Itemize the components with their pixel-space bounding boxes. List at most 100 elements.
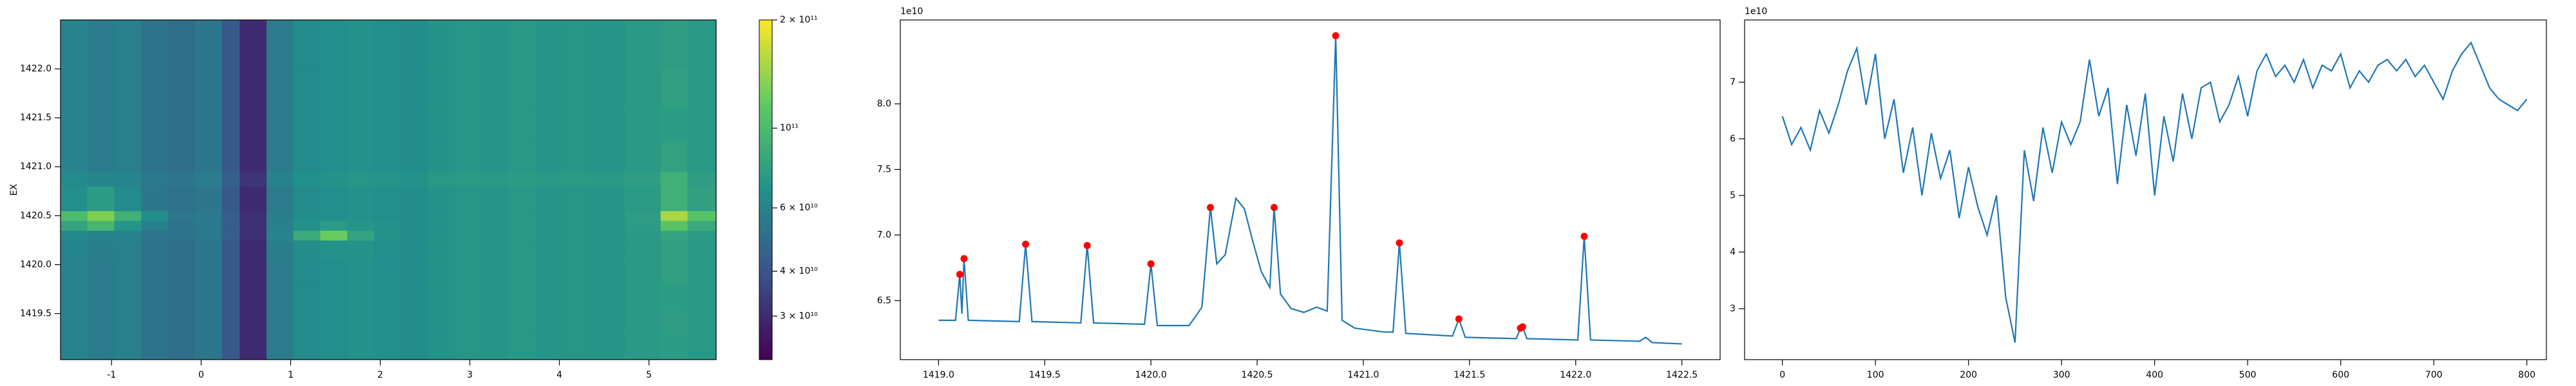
- heatmap-cell: [508, 107, 536, 143]
- heatmap-cell: [266, 284, 294, 309]
- heatmap-cell: [222, 308, 240, 334]
- colorbar-tick-label: 3 × 10¹⁰: [780, 311, 818, 321]
- heatmap-cell: [167, 142, 196, 172]
- heatmap-cell: [562, 210, 590, 221]
- heatmap-cell: [194, 69, 222, 109]
- heatmap-cell: [454, 171, 482, 187]
- x-tick-label: 300: [2053, 370, 2070, 380]
- heatmap-cell: [660, 259, 688, 285]
- heatmap-cell: [266, 171, 294, 187]
- heatmap-cell: [240, 220, 267, 231]
- heatmap-cell: [481, 20, 509, 69]
- heatmap-cell: [625, 107, 661, 143]
- heatmap-cell: [266, 142, 294, 172]
- heatmap-cell: [87, 107, 115, 143]
- heatmap-cell: [114, 259, 142, 285]
- heatmap-cell: [320, 69, 348, 109]
- y-tick-label: 4: [1730, 247, 1736, 257]
- heatmap-cell: [61, 107, 88, 143]
- heatmap-cell: [167, 220, 196, 231]
- heatmap-cell: [687, 142, 717, 172]
- heatmap-cell: [535, 259, 563, 285]
- heatmap-cell: [114, 142, 142, 172]
- heatmap-cell: [687, 20, 717, 69]
- heatmap-cell: [687, 240, 717, 261]
- heatmap-cell: [61, 69, 88, 109]
- heatmap-cell: [141, 186, 169, 212]
- heatmap-cell: [320, 284, 348, 309]
- heatmap-cell: [508, 259, 536, 285]
- peak-marker: [1083, 242, 1091, 250]
- heatmap-cell: [454, 107, 482, 143]
- heatmap-cell: [374, 230, 401, 241]
- heatmap-cell: [347, 240, 375, 261]
- heatmap-cell: [141, 220, 169, 231]
- x-tick-label: 400: [2146, 370, 2163, 380]
- heatmap-cell: [428, 69, 455, 109]
- heatmap-cell: [114, 308, 142, 334]
- x-tick-label: 0: [1779, 370, 1785, 380]
- heatmap-cell: [114, 171, 142, 187]
- heatmap-cell: [374, 186, 401, 212]
- heatmap-cell: [535, 107, 563, 143]
- heatmap-cell: [481, 186, 509, 212]
- heatmap-cell: [240, 240, 267, 261]
- heatmap-cell: [562, 308, 590, 334]
- colorbar-tick-label: 10¹¹: [780, 123, 799, 133]
- data-line: [1781, 41, 2528, 343]
- heatmap-cell: [454, 240, 482, 261]
- heatmap-cell: [266, 230, 294, 241]
- heatmap-cell: [167, 240, 196, 261]
- heatmap-cell: [562, 69, 590, 109]
- heatmap-cell: [481, 171, 509, 187]
- heatmap-cell: [114, 230, 142, 241]
- heatmap-cell: [167, 69, 196, 109]
- heatmap-cell: [374, 259, 401, 285]
- heatmap-cell: [266, 220, 294, 231]
- heatmap-cell: [454, 230, 482, 241]
- heatmap-cell: [347, 107, 375, 143]
- heatmap-cell: [114, 333, 142, 360]
- heatmap-cell: [374, 142, 401, 172]
- heatmap-cell: [535, 333, 563, 360]
- heatmap-cell: [481, 230, 509, 241]
- heatmap-cell: [194, 142, 222, 172]
- heatmap-cell: [589, 210, 625, 221]
- heatmap-cell: [222, 220, 240, 231]
- x-tick-label: 200: [1960, 370, 1977, 380]
- heatmap-cell: [222, 230, 240, 241]
- heatmap-cell: [347, 259, 375, 285]
- heatmap-cell: [374, 20, 401, 69]
- heatmap-cell: [687, 69, 717, 109]
- heatmap-cell: [347, 20, 375, 69]
- axes-frame: [1744, 19, 2547, 360]
- y-tick-label: 6: [1730, 134, 1736, 144]
- heatmap-cell: [374, 333, 401, 360]
- x-tick-label: 1422.5: [1666, 370, 1698, 380]
- heatmap-cell: [320, 220, 348, 231]
- heatmap-cell: [167, 230, 196, 241]
- heatmap-cell: [347, 186, 375, 212]
- heatmap-cell: [401, 107, 428, 143]
- heatmap-cell: [141, 230, 169, 241]
- heatmap-cell: [87, 308, 115, 334]
- heatmap-cell: [347, 171, 375, 187]
- heatmap-cell: [320, 240, 348, 261]
- heatmap-cell: [194, 308, 222, 334]
- heatmap-cell: [61, 259, 88, 285]
- heatmap-cell: [266, 107, 294, 143]
- heatmap-cell: [167, 20, 196, 69]
- heatmap-cell: [428, 186, 455, 212]
- heatmap-cell: [454, 69, 482, 109]
- heatmap-cell: [61, 284, 88, 309]
- heatmap-cell: [222, 284, 240, 309]
- heatmap-cell: [562, 284, 590, 309]
- heatmap-cell: [625, 186, 661, 212]
- heatmap-cell: [194, 20, 222, 69]
- heatmap-cell: [141, 308, 169, 334]
- heatmap-cell: [87, 259, 115, 285]
- heatmap-cell: [687, 284, 717, 309]
- heatmap-cell: [320, 308, 348, 334]
- heatmap-cell: [240, 107, 267, 143]
- heatmap-cell: [481, 284, 509, 309]
